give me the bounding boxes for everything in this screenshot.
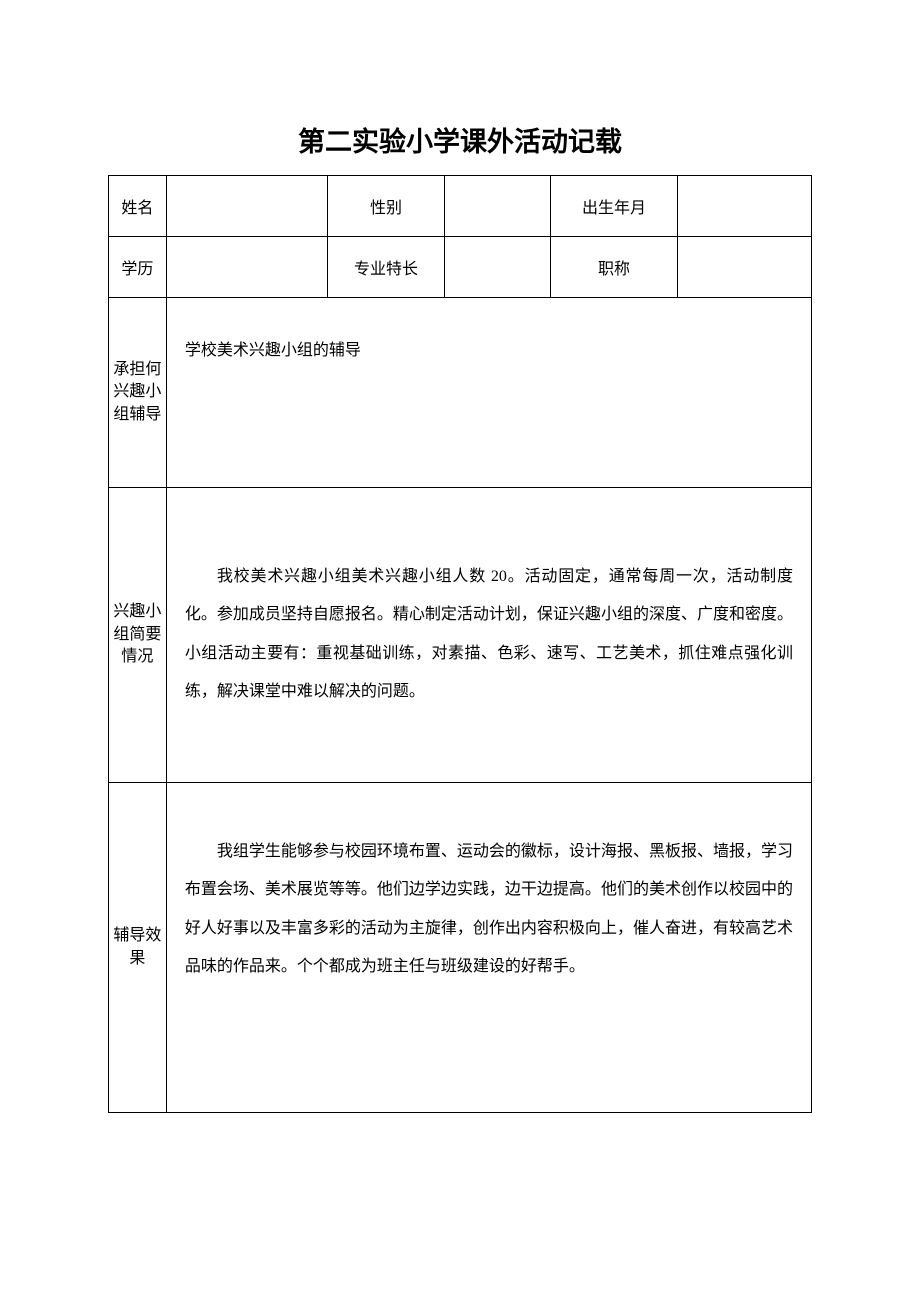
section-row-overview: 兴趣小组简要情况 我校美术兴趣小组美术兴趣小组人数 20。活动固定，通常每周一次… [109,488,812,783]
value-title [678,237,812,298]
header-row-2: 学历 专业特长 职称 [109,237,812,298]
content-effect: 我组学生能够参与校园环境布置、运动会的徽标，设计海报、黑板报、墙报，学习布置会场… [166,783,811,1113]
content-overview: 我校美术兴趣小组美术兴趣小组人数 20。活动固定，通常每周一次，活动制度化。参加… [166,488,811,783]
label-education: 学历 [109,237,167,298]
label-name: 姓名 [109,176,167,237]
label-title: 职称 [550,237,678,298]
label-gender: 性别 [328,176,445,237]
content-responsibility: 学校美术兴趣小组的辅导 [166,298,811,488]
label-specialty: 专业特长 [328,237,445,298]
value-birthdate [678,176,812,237]
label-birthdate: 出生年月 [550,176,678,237]
label-overview: 兴趣小组简要情况 [109,488,167,783]
activity-record-table: 姓名 性别 出生年月 学历 专业特长 职称 承担何兴趣小组辅导 学校美术兴趣小组… [108,175,812,1113]
header-row-1: 姓名 性别 出生年月 [109,176,812,237]
page-title: 第二实验小学课外活动记载 [108,120,812,159]
value-education [166,237,327,298]
label-responsibility: 承担何兴趣小组辅导 [109,298,167,488]
section-row-effect: 辅导效果 我组学生能够参与校园环境布置、运动会的徽标，设计海报、黑板报、墙报，学… [109,783,812,1113]
section-row-responsibility: 承担何兴趣小组辅导 学校美术兴趣小组的辅导 [109,298,812,488]
value-specialty [444,237,550,298]
value-name [166,176,327,237]
label-effect: 辅导效果 [109,783,167,1113]
value-gender [444,176,550,237]
